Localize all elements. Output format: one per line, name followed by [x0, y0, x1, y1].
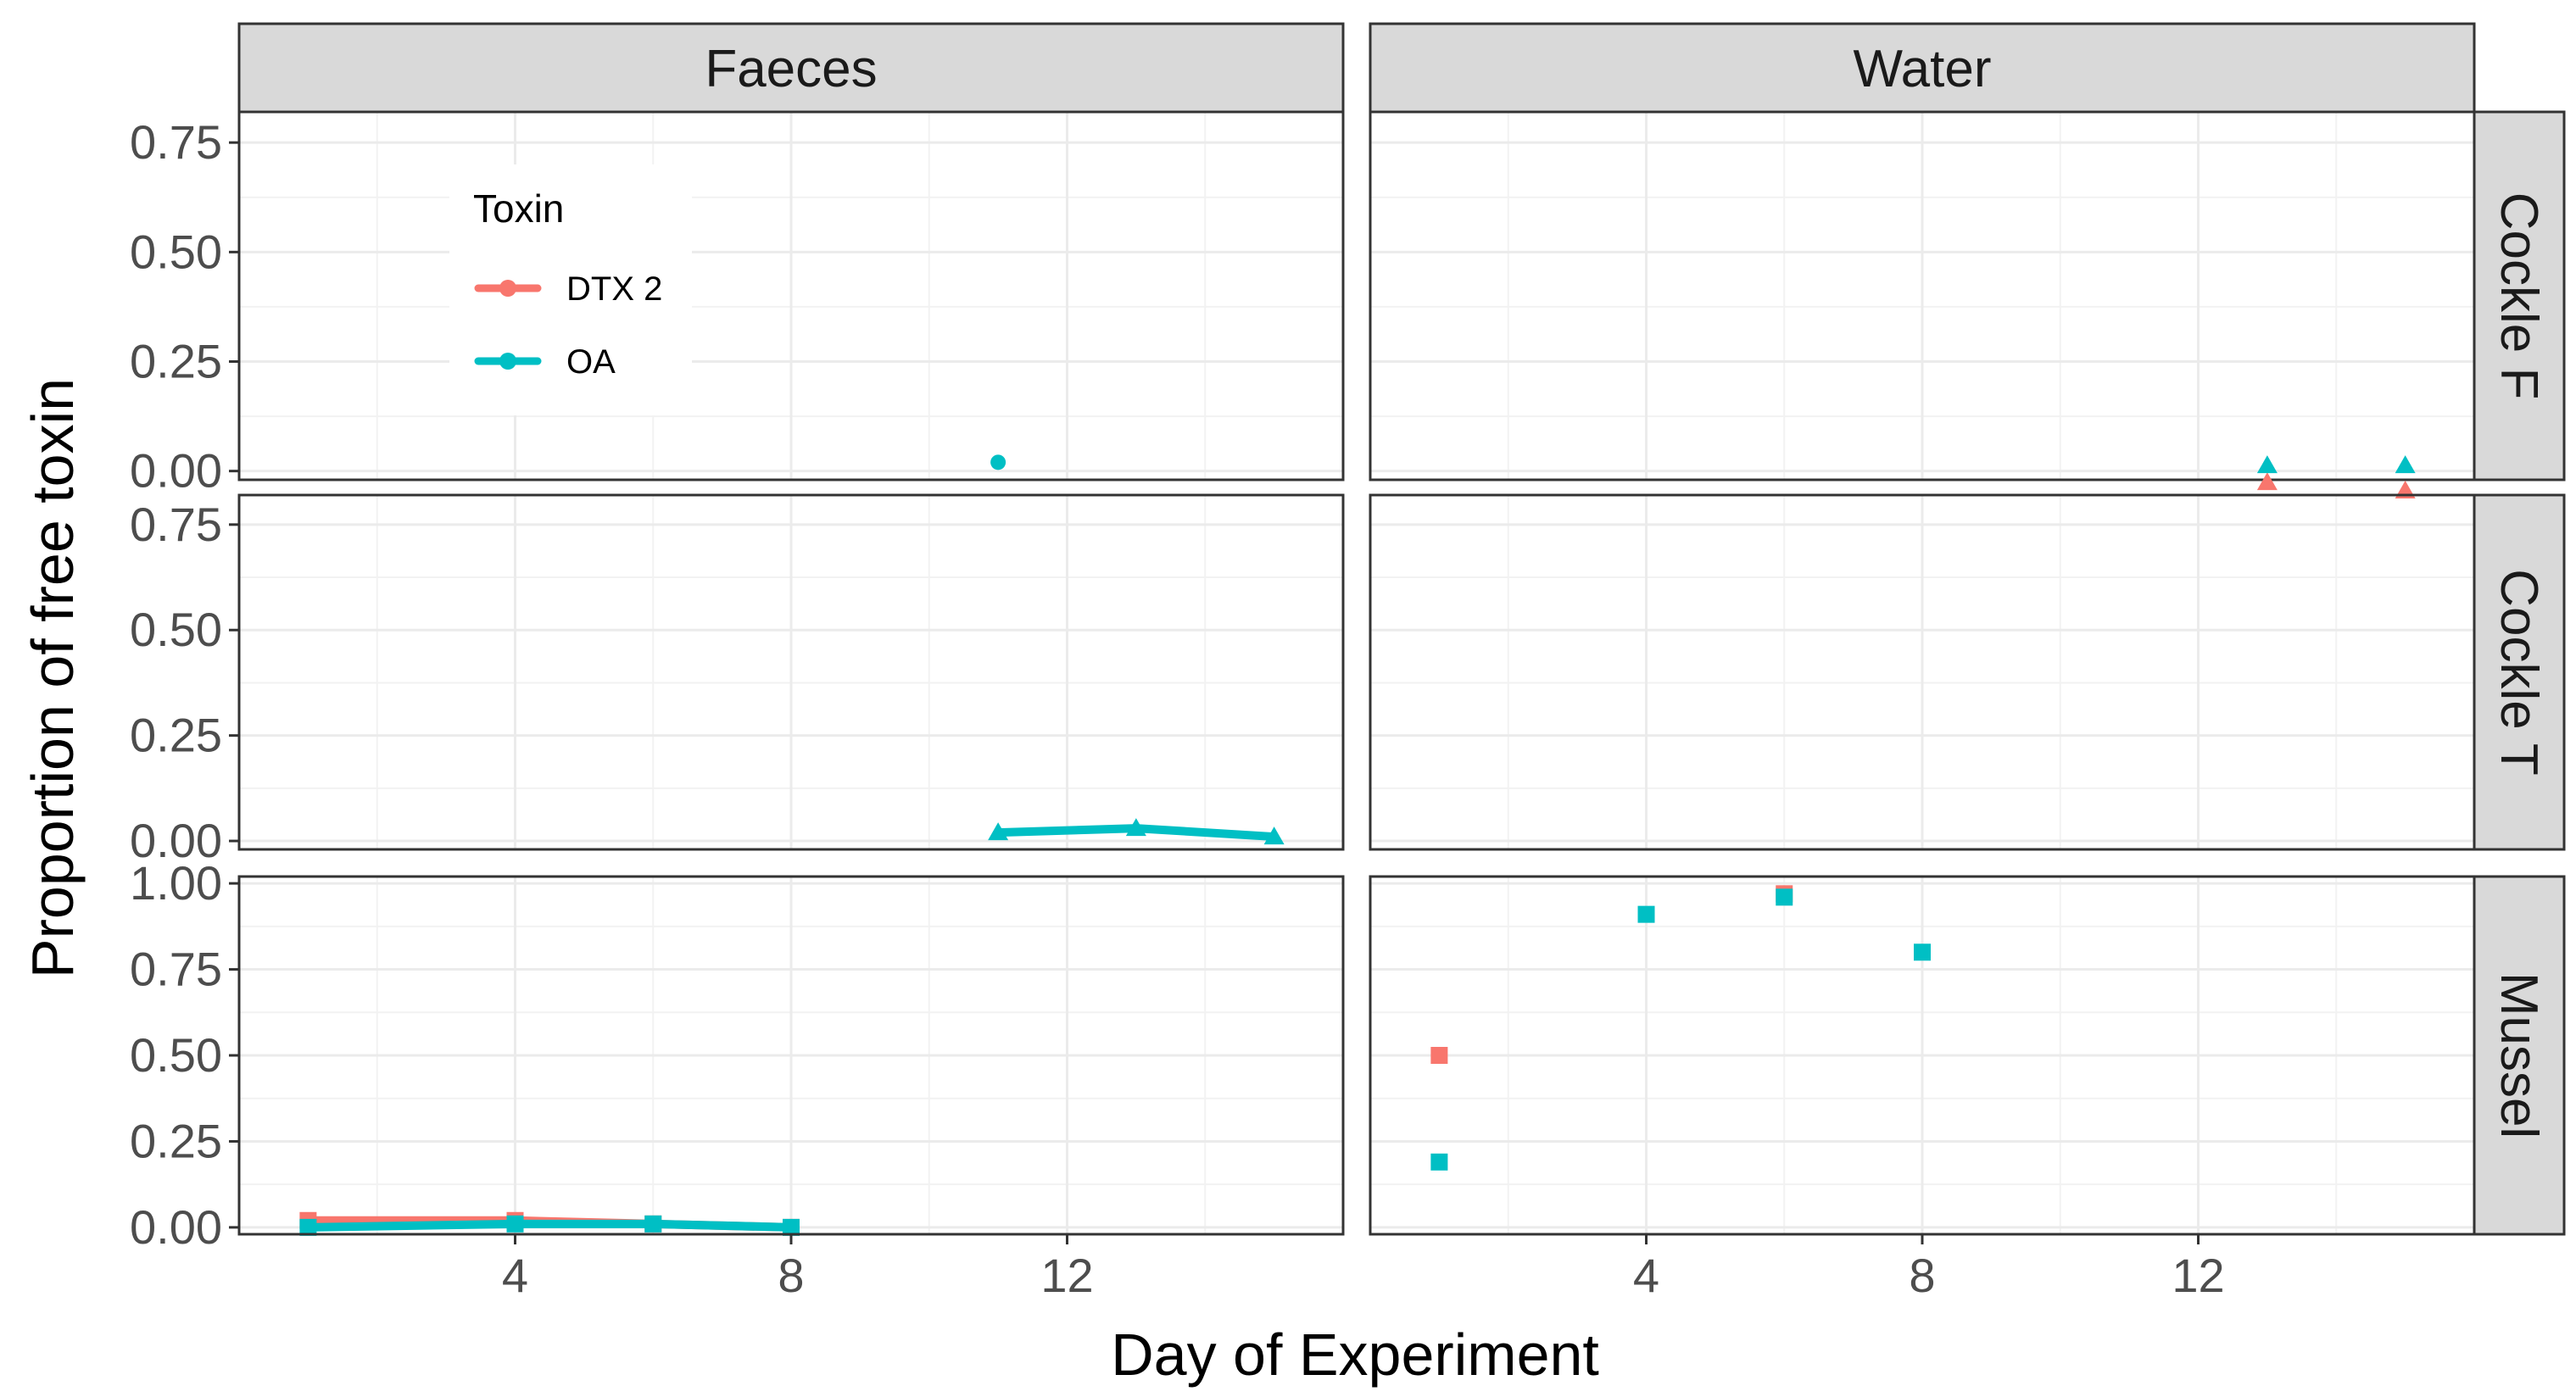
legend-item-oa: OA	[474, 343, 616, 381]
legend-key-point	[499, 353, 516, 370]
y-tick-label: 0.50	[130, 1028, 222, 1082]
x-axis-title: Day of Experiment	[1111, 1322, 1599, 1388]
legend-key-point	[499, 280, 516, 297]
strip-faeces: Faeces	[237, 22, 1345, 114]
data-point-dtx-2	[2256, 472, 2278, 491]
legend-item-dtx-2: DTX 2	[474, 270, 662, 308]
y-tick-label: 0.00	[130, 444, 222, 498]
x-tick-label: 8	[778, 1249, 804, 1302]
panel-faeces-cockle-t	[237, 493, 1345, 851]
x-tick-label: 8	[1909, 1249, 1935, 1302]
y-tick-label: 0.25	[130, 1114, 222, 1167]
y-tick-label: 0.00	[130, 1200, 222, 1254]
y-tick-label: 0.75	[130, 943, 222, 996]
x-tick-label: 12	[1040, 1249, 1093, 1302]
data-point-oa	[1263, 827, 1285, 845]
y-tick-label: 0.50	[130, 225, 222, 278]
panel-water-cockle-t	[1369, 455, 2476, 851]
legend: Toxin DTX 2 OA	[449, 164, 692, 415]
data-point-oa	[1776, 888, 1793, 906]
y-tick-label: 0.00	[130, 814, 222, 867]
data-point-oa	[2395, 455, 2416, 474]
strip-label: Mussel	[2490, 972, 2548, 1138]
data-point-oa	[988, 822, 1009, 841]
x-tick-label: 12	[2172, 1249, 2224, 1302]
data-point-oa	[299, 1218, 317, 1236]
panel-water-mussel	[1369, 875, 2476, 1236]
data-point-dtx-2	[1430, 1047, 1448, 1064]
y-tick-label: 0.25	[130, 709, 222, 762]
panel-faeces-mussel	[237, 875, 1345, 1236]
data-point-oa	[990, 454, 1006, 470]
data-point-oa	[644, 1215, 662, 1233]
strip-mussel: Mussel	[2473, 875, 2566, 1236]
strip-cockle-t: Cockle T	[2473, 493, 2566, 851]
panel-faeces-cockle-f	[237, 110, 1345, 481]
y-tick-label: 0.75	[130, 115, 222, 169]
data-point-oa	[506, 1215, 524, 1233]
data-point-oa	[1125, 818, 1146, 837]
legend-label: OA	[566, 343, 616, 381]
strip-label: Faeces	[705, 40, 877, 98]
legend-title: Toxin	[473, 186, 564, 231]
data-point-oa	[1430, 1153, 1448, 1171]
legend-label: DTX 2	[566, 270, 662, 308]
strip-water: Water	[1369, 22, 2476, 114]
y-tick-label: 0.50	[130, 603, 222, 656]
data-point-oa	[783, 1218, 800, 1236]
strip-cockle-f: Cockle F	[2473, 110, 2566, 481]
data-point-oa	[1637, 905, 1655, 923]
data-point-oa	[2256, 455, 2278, 474]
panel-water-cockle-f	[1369, 73, 2476, 481]
y-tick-label: 1.00	[130, 856, 222, 910]
strip-label: Cockle F	[2490, 192, 2548, 400]
x-tick-label: 4	[502, 1249, 528, 1302]
strip-label: Water	[1853, 40, 1991, 98]
data-point-oa	[1914, 943, 1931, 961]
series-line-oa	[304, 1219, 795, 1232]
strip-label: Cockle T	[2490, 569, 2548, 776]
y-tick-label: 0.25	[130, 335, 222, 388]
y-axis-title: Proportion of free toxin	[20, 378, 86, 978]
y-tick-label: 0.75	[130, 498, 222, 551]
x-tick-label: 4	[1633, 1249, 1659, 1302]
